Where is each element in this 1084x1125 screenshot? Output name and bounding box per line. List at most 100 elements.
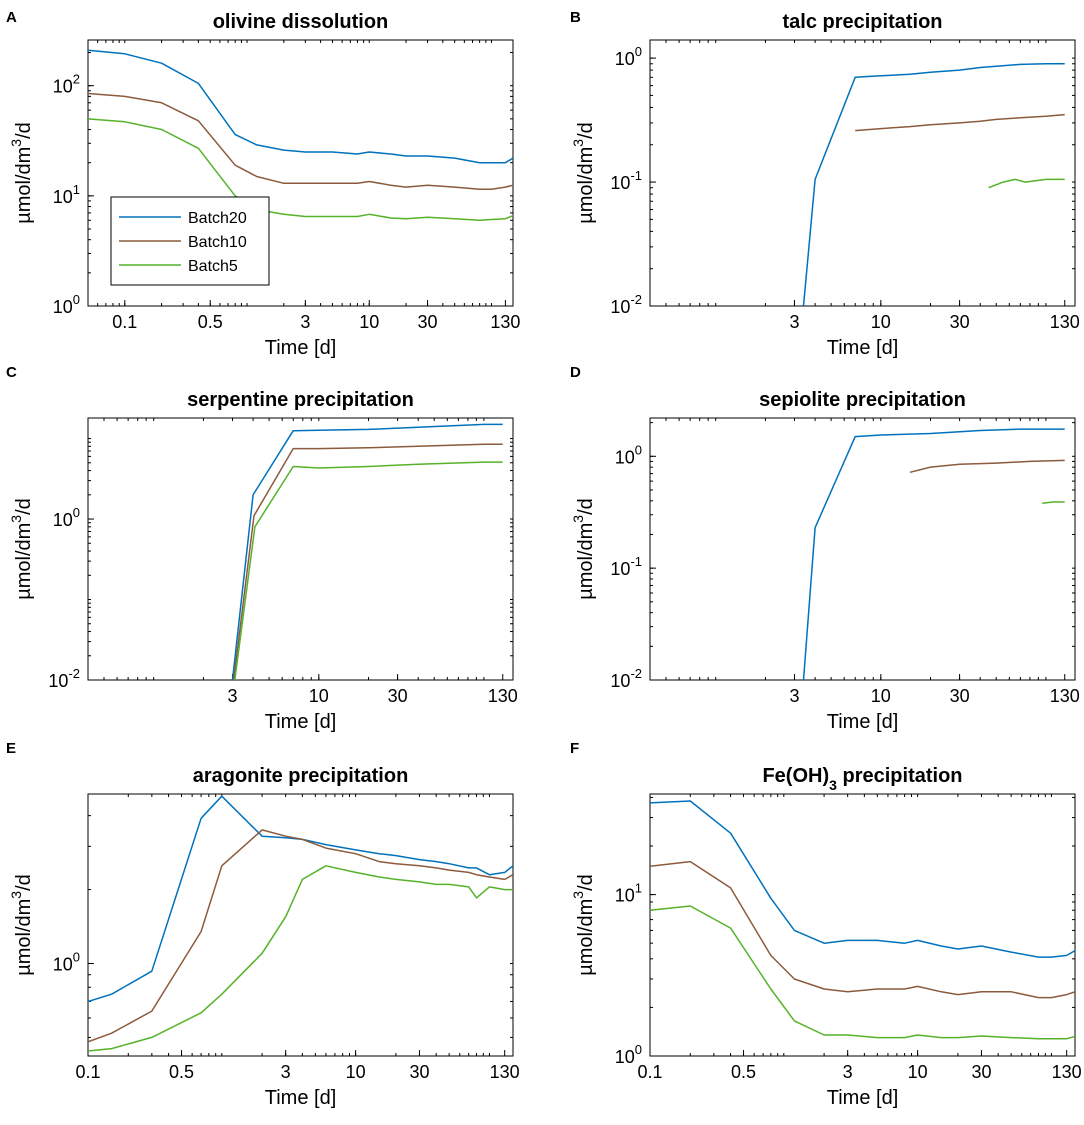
x-axis-label: Time [d] <box>265 711 337 733</box>
series-group <box>650 800 1075 1040</box>
axes-box <box>649 417 1076 681</box>
x-tick-label: 130 <box>1050 312 1080 332</box>
x-tick-label: 30 <box>971 1062 991 1082</box>
y-tick-label: 100 <box>53 292 80 317</box>
y-tick-label: 10-2 <box>610 666 642 691</box>
axes-box <box>87 39 514 307</box>
x-tick-label: 130 <box>488 686 518 706</box>
x-tick-label: 3 <box>227 686 237 706</box>
y-tick-label: 100 <box>53 949 80 974</box>
x-tick-label: 10 <box>908 1062 928 1082</box>
x-tick-label: 0.5 <box>169 1062 194 1082</box>
x-axis-label: Time [d] <box>827 1087 899 1109</box>
legend-label-batch20: Batch20 <box>188 210 247 227</box>
series-group <box>231 423 503 680</box>
series-batch20 <box>88 49 513 164</box>
y-tick-label: 100 <box>615 442 642 467</box>
series-group <box>802 63 1065 306</box>
axes-box <box>87 793 514 1057</box>
legend-label-batch5: Batch5 <box>188 258 238 275</box>
series-batch10 <box>88 829 513 1043</box>
series-batch10 <box>88 92 513 190</box>
panel-title: Fe(OH)3 precipitation <box>762 765 962 793</box>
y-tick-label: 100 <box>615 1042 642 1067</box>
series-group <box>802 428 1065 680</box>
axes-box <box>649 39 1076 307</box>
x-tick-label: 10 <box>359 312 379 332</box>
x-tick-label: 30 <box>950 686 970 706</box>
panel-letter: B <box>570 9 581 26</box>
x-tick-label: 30 <box>950 312 970 332</box>
axes-box <box>87 417 514 681</box>
x-tick-label: 0.1 <box>112 312 137 332</box>
series-batch20 <box>650 800 1075 958</box>
minor-ticks <box>649 418 1075 681</box>
series-batch20 <box>88 795 513 1003</box>
y-tick-label: 100 <box>615 44 642 69</box>
series-batch10 <box>232 443 503 680</box>
series-batch10 <box>650 860 1075 999</box>
series-batch5 <box>988 178 1065 189</box>
y-tick-label: 10-1 <box>610 554 642 579</box>
x-tick-label: 130 <box>1050 686 1080 706</box>
x-axis-label: Time [d] <box>827 337 899 359</box>
series-batch10 <box>855 113 1065 132</box>
panel-title: olivine dissolution <box>213 11 389 33</box>
series-batch5 <box>650 905 1075 1040</box>
x-tick-label: 0.5 <box>198 312 223 332</box>
series-batch20 <box>231 423 503 680</box>
panel-title: serpentine precipitation <box>187 389 414 411</box>
x-tick-label: 10 <box>871 686 891 706</box>
x-tick-label: 130 <box>490 1062 520 1082</box>
x-tick-label: 3 <box>843 1062 853 1082</box>
x-axis-label: Time [d] <box>265 337 337 359</box>
x-tick-label: 3 <box>789 686 799 706</box>
panel-title: aragonite precipitation <box>193 765 409 787</box>
series-batch20 <box>802 63 1065 306</box>
legend: Batch20 Batch10 Batch5 <box>110 196 270 286</box>
y-axis-label: µmol/dm3/d <box>8 498 35 600</box>
panel-title: talc precipitation <box>782 11 942 33</box>
x-tick-label: 30 <box>409 1062 429 1082</box>
panel-letter: D <box>570 364 581 381</box>
series-batch5 <box>88 118 513 222</box>
y-tick-label: 100 <box>53 505 80 530</box>
minor-ticks <box>649 794 1075 1057</box>
x-tick-label: 30 <box>388 686 408 706</box>
x-tick-label: 0.1 <box>75 1062 100 1082</box>
x-tick-label: 10 <box>346 1062 366 1082</box>
y-tick-label: 101 <box>615 881 642 906</box>
x-tick-label: 10 <box>309 686 329 706</box>
y-axis-label: µmol/dm3/d <box>570 498 597 600</box>
legend-label-batch10: Batch10 <box>188 234 247 251</box>
axes-box <box>649 793 1076 1057</box>
series-group <box>88 49 513 222</box>
series-group <box>88 795 513 1052</box>
minor-ticks <box>87 418 513 681</box>
x-axis-label: Time [d] <box>265 1087 337 1109</box>
x-tick-label: 130 <box>490 312 520 332</box>
series-batch10 <box>909 459 1065 474</box>
minor-ticks <box>87 794 513 1056</box>
series-batch5 <box>1042 501 1065 505</box>
y-axis-label: µmol/dm3/d <box>570 122 597 224</box>
minor-ticks <box>649 40 1075 307</box>
y-tick-label: 10-2 <box>610 292 642 317</box>
series-batch5 <box>88 865 513 1052</box>
series-batch20 <box>802 428 1065 680</box>
y-tick-label: 10-1 <box>610 168 642 193</box>
x-tick-label: 0.1 <box>637 1062 662 1082</box>
x-tick-label: 130 <box>1052 1062 1082 1082</box>
x-tick-label: 30 <box>418 312 438 332</box>
x-axis-label: Time [d] <box>827 711 899 733</box>
y-axis-label: µmol/dm3/d <box>8 874 35 976</box>
x-tick-label: 0.5 <box>731 1062 756 1082</box>
panel-letter: E <box>6 740 16 757</box>
series-batch5 <box>234 461 503 680</box>
